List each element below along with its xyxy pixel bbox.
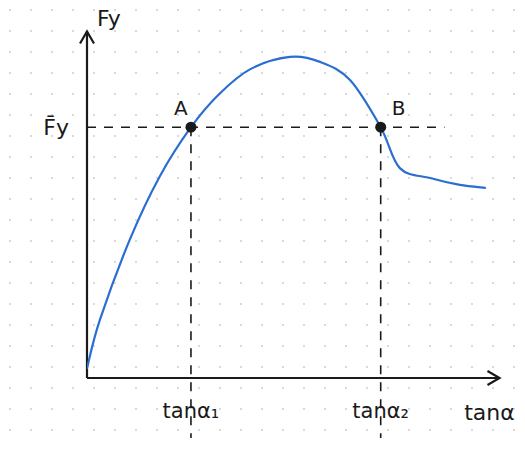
- y-tick-label: F̄y: [43, 115, 69, 140]
- curve: [87, 57, 485, 369]
- y-axis-title: Fy: [97, 6, 121, 31]
- y-axis: [86, 32, 88, 379]
- y-axis-arrow: [80, 32, 94, 44]
- point: [375, 122, 386, 133]
- x-tick-line: [380, 127, 382, 438]
- plot-area: [87, 57, 485, 369]
- point-label: B: [392, 96, 406, 120]
- x-axis: [87, 377, 500, 379]
- x-tick-line: [190, 127, 192, 438]
- y-tick-line: [87, 126, 445, 128]
- background: [0, 0, 525, 450]
- point: [185, 122, 196, 133]
- point-label: A: [174, 96, 188, 120]
- chart: F̄ytanα₁tanα₂tanαFyAB: [0, 0, 525, 450]
- x-axis-arrow: [488, 371, 500, 385]
- x-axis-title: tanα: [464, 400, 515, 425]
